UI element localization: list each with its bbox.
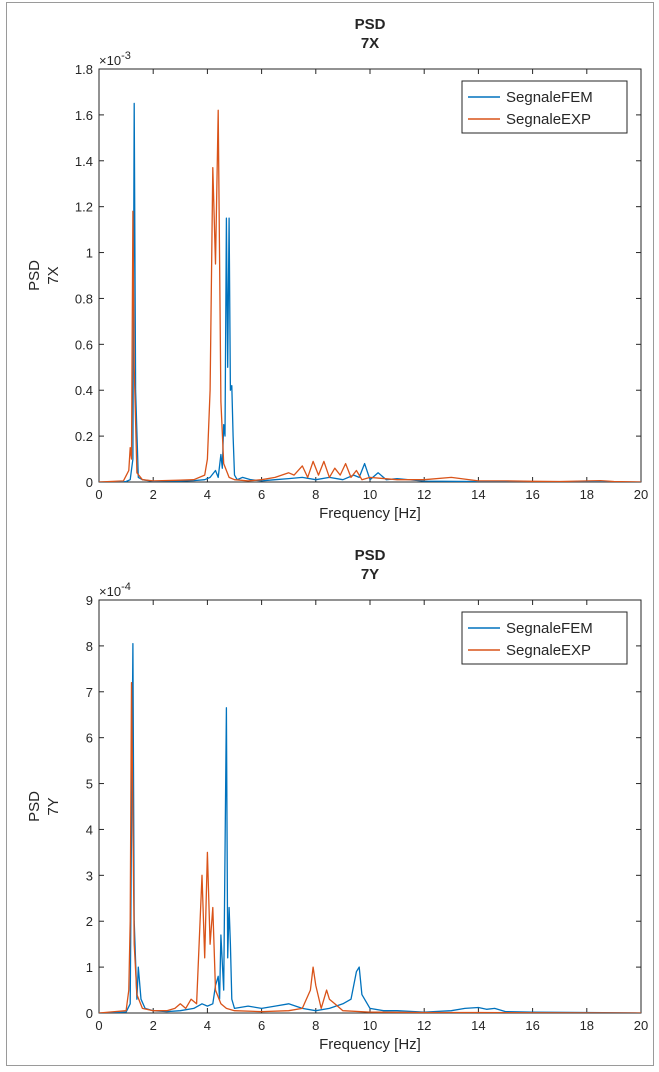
x-tick-label: 16 [525, 1018, 539, 1033]
y-tick-label: 1 [86, 246, 93, 261]
y-tick-label: 9 [86, 593, 93, 608]
x-tick-label: 8 [312, 487, 319, 502]
y-axis-label-line1: PSD [26, 791, 43, 822]
x-tick-label: 4 [204, 1018, 211, 1033]
series-group [99, 642, 641, 1013]
x-tick-label: 12 [417, 1018, 431, 1033]
y-tick-label: 0.2 [75, 429, 93, 444]
y-axis-label-line1: PSD [26, 260, 43, 291]
y-tick-label: 0 [86, 475, 93, 490]
y-tick-label: 0.8 [75, 291, 93, 306]
x-tick-label: 10 [363, 1018, 377, 1033]
y-tick-label: 7 [86, 685, 93, 700]
legend-box [461, 80, 628, 134]
y-tick-label: 1 [86, 960, 93, 975]
y-multiplier: ×10 [99, 584, 121, 599]
legend: SegnaleFEM SegnaleEXP [461, 611, 628, 665]
plot-area [98, 68, 642, 483]
y-tick-label: 1.6 [75, 108, 93, 123]
y-tick-label: 6 [86, 731, 93, 746]
legend-label: SegnaleEXP [506, 642, 591, 659]
x-tick-label: 18 [580, 487, 594, 502]
x-tick-label: 2 [150, 1018, 157, 1033]
y-axis-label-line2: 7X [45, 266, 62, 284]
y-axis-label-line2: 7Y [45, 797, 62, 815]
y-tick-label: 0.4 [75, 383, 93, 398]
y-tick-label: 0.6 [75, 337, 93, 352]
x-tick-label: 10 [363, 487, 377, 502]
legend-label: SegnaleEXP [506, 111, 591, 128]
x-tick-label: 16 [525, 487, 539, 502]
series-group [99, 102, 641, 482]
y-tick-label: 1.2 [75, 200, 93, 215]
x-tick-label: 2 [150, 487, 157, 502]
chart-subtitle: 7X [361, 35, 379, 52]
plot-area [98, 599, 642, 1014]
y-exponent-label: ×10-4 [99, 581, 131, 599]
x-axis-label: Frequency [Hz] [319, 1036, 421, 1053]
x-tick-label: 6 [258, 1018, 265, 1033]
y-tick-label: 0 [86, 1006, 93, 1021]
x-axis-label: Frequency [Hz] [319, 505, 421, 522]
x-tick-label: 0 [95, 487, 102, 502]
y-tick-label: 8 [86, 639, 93, 654]
y-exponent: -4 [121, 581, 131, 593]
y-tick-label: 1.4 [75, 154, 93, 169]
x-tick-label: 6 [258, 487, 265, 502]
y-multiplier: ×10 [99, 53, 121, 68]
chart-subtitle: 7Y [361, 566, 379, 583]
legend-label: SegnaleFEM [506, 620, 593, 637]
chart-title: PSD [355, 547, 386, 564]
y-exponent-label: ×10-3 [99, 50, 131, 68]
series-line-segnaleexp [99, 109, 641, 482]
x-tick-label: 0 [95, 1018, 102, 1033]
y-exponent: -3 [121, 50, 131, 62]
x-tick-label: 8 [312, 1018, 319, 1033]
legend-label: SegnaleFEM [506, 89, 593, 106]
legend-box [461, 611, 628, 665]
figure-frame: PSD 7X 0 2 4 6 8 10 12 14 16 18 20 0 0.2 0.4 0.6 0.8 1 1.2 1… [6, 2, 654, 1066]
x-tick-label: 18 [580, 1018, 594, 1033]
y-tick-label: 3 [86, 868, 93, 883]
y-tick-label: 4 [86, 822, 93, 837]
legend: SegnaleFEM SegnaleEXP [461, 80, 628, 134]
series-line-segnaleexp [99, 681, 641, 1013]
x-tick-label: 12 [417, 487, 431, 502]
x-tick-label: 20 [634, 1018, 648, 1033]
x-tick-label: 4 [204, 487, 211, 502]
x-tick-label: 14 [471, 487, 485, 502]
y-tick-label: 5 [86, 777, 93, 792]
x-tick-label: 14 [471, 1018, 485, 1033]
chart-title: PSD [355, 16, 386, 33]
x-tick-label: 20 [634, 487, 648, 502]
y-tick-label: 1.8 [75, 62, 93, 77]
y-tick-label: 2 [86, 914, 93, 929]
